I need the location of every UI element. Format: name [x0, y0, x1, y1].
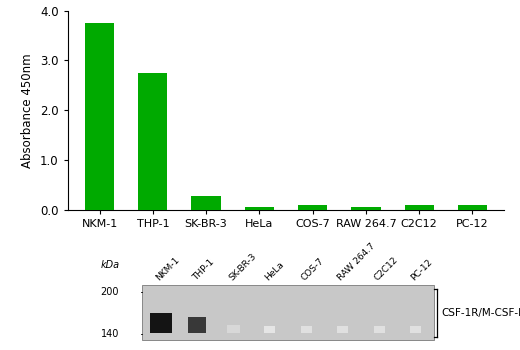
Text: SK-BR-3: SK-BR-3 — [227, 251, 258, 282]
Bar — [458, 204, 487, 210]
Bar — [245, 206, 274, 210]
Bar — [405, 204, 434, 210]
Text: 140: 140 — [101, 329, 119, 339]
Text: C2C12: C2C12 — [373, 255, 400, 282]
Bar — [351, 206, 381, 210]
Bar — [301, 326, 311, 333]
Bar — [337, 326, 348, 333]
Bar — [264, 326, 276, 333]
Bar — [188, 317, 206, 333]
Bar — [85, 23, 114, 210]
Text: PC-12: PC-12 — [409, 257, 434, 282]
Bar — [138, 73, 167, 210]
Bar — [227, 325, 240, 333]
Text: NKM-1: NKM-1 — [154, 255, 181, 282]
Bar — [150, 313, 172, 333]
Text: 200: 200 — [101, 287, 119, 297]
Bar — [191, 196, 221, 210]
Text: COS-7: COS-7 — [300, 256, 326, 282]
Text: CSF-1R/M-CSF-R: CSF-1R/M-CSF-R — [441, 308, 520, 318]
Text: HeLa: HeLa — [264, 259, 286, 282]
Bar — [142, 285, 434, 340]
Text: kDa: kDa — [101, 260, 120, 270]
Text: THP-1: THP-1 — [191, 257, 216, 282]
Bar — [410, 326, 421, 333]
Bar — [298, 204, 327, 210]
Bar — [373, 326, 385, 333]
Y-axis label: Absorbance 450nm: Absorbance 450nm — [21, 53, 34, 168]
Text: RAW 264.7: RAW 264.7 — [336, 241, 377, 282]
